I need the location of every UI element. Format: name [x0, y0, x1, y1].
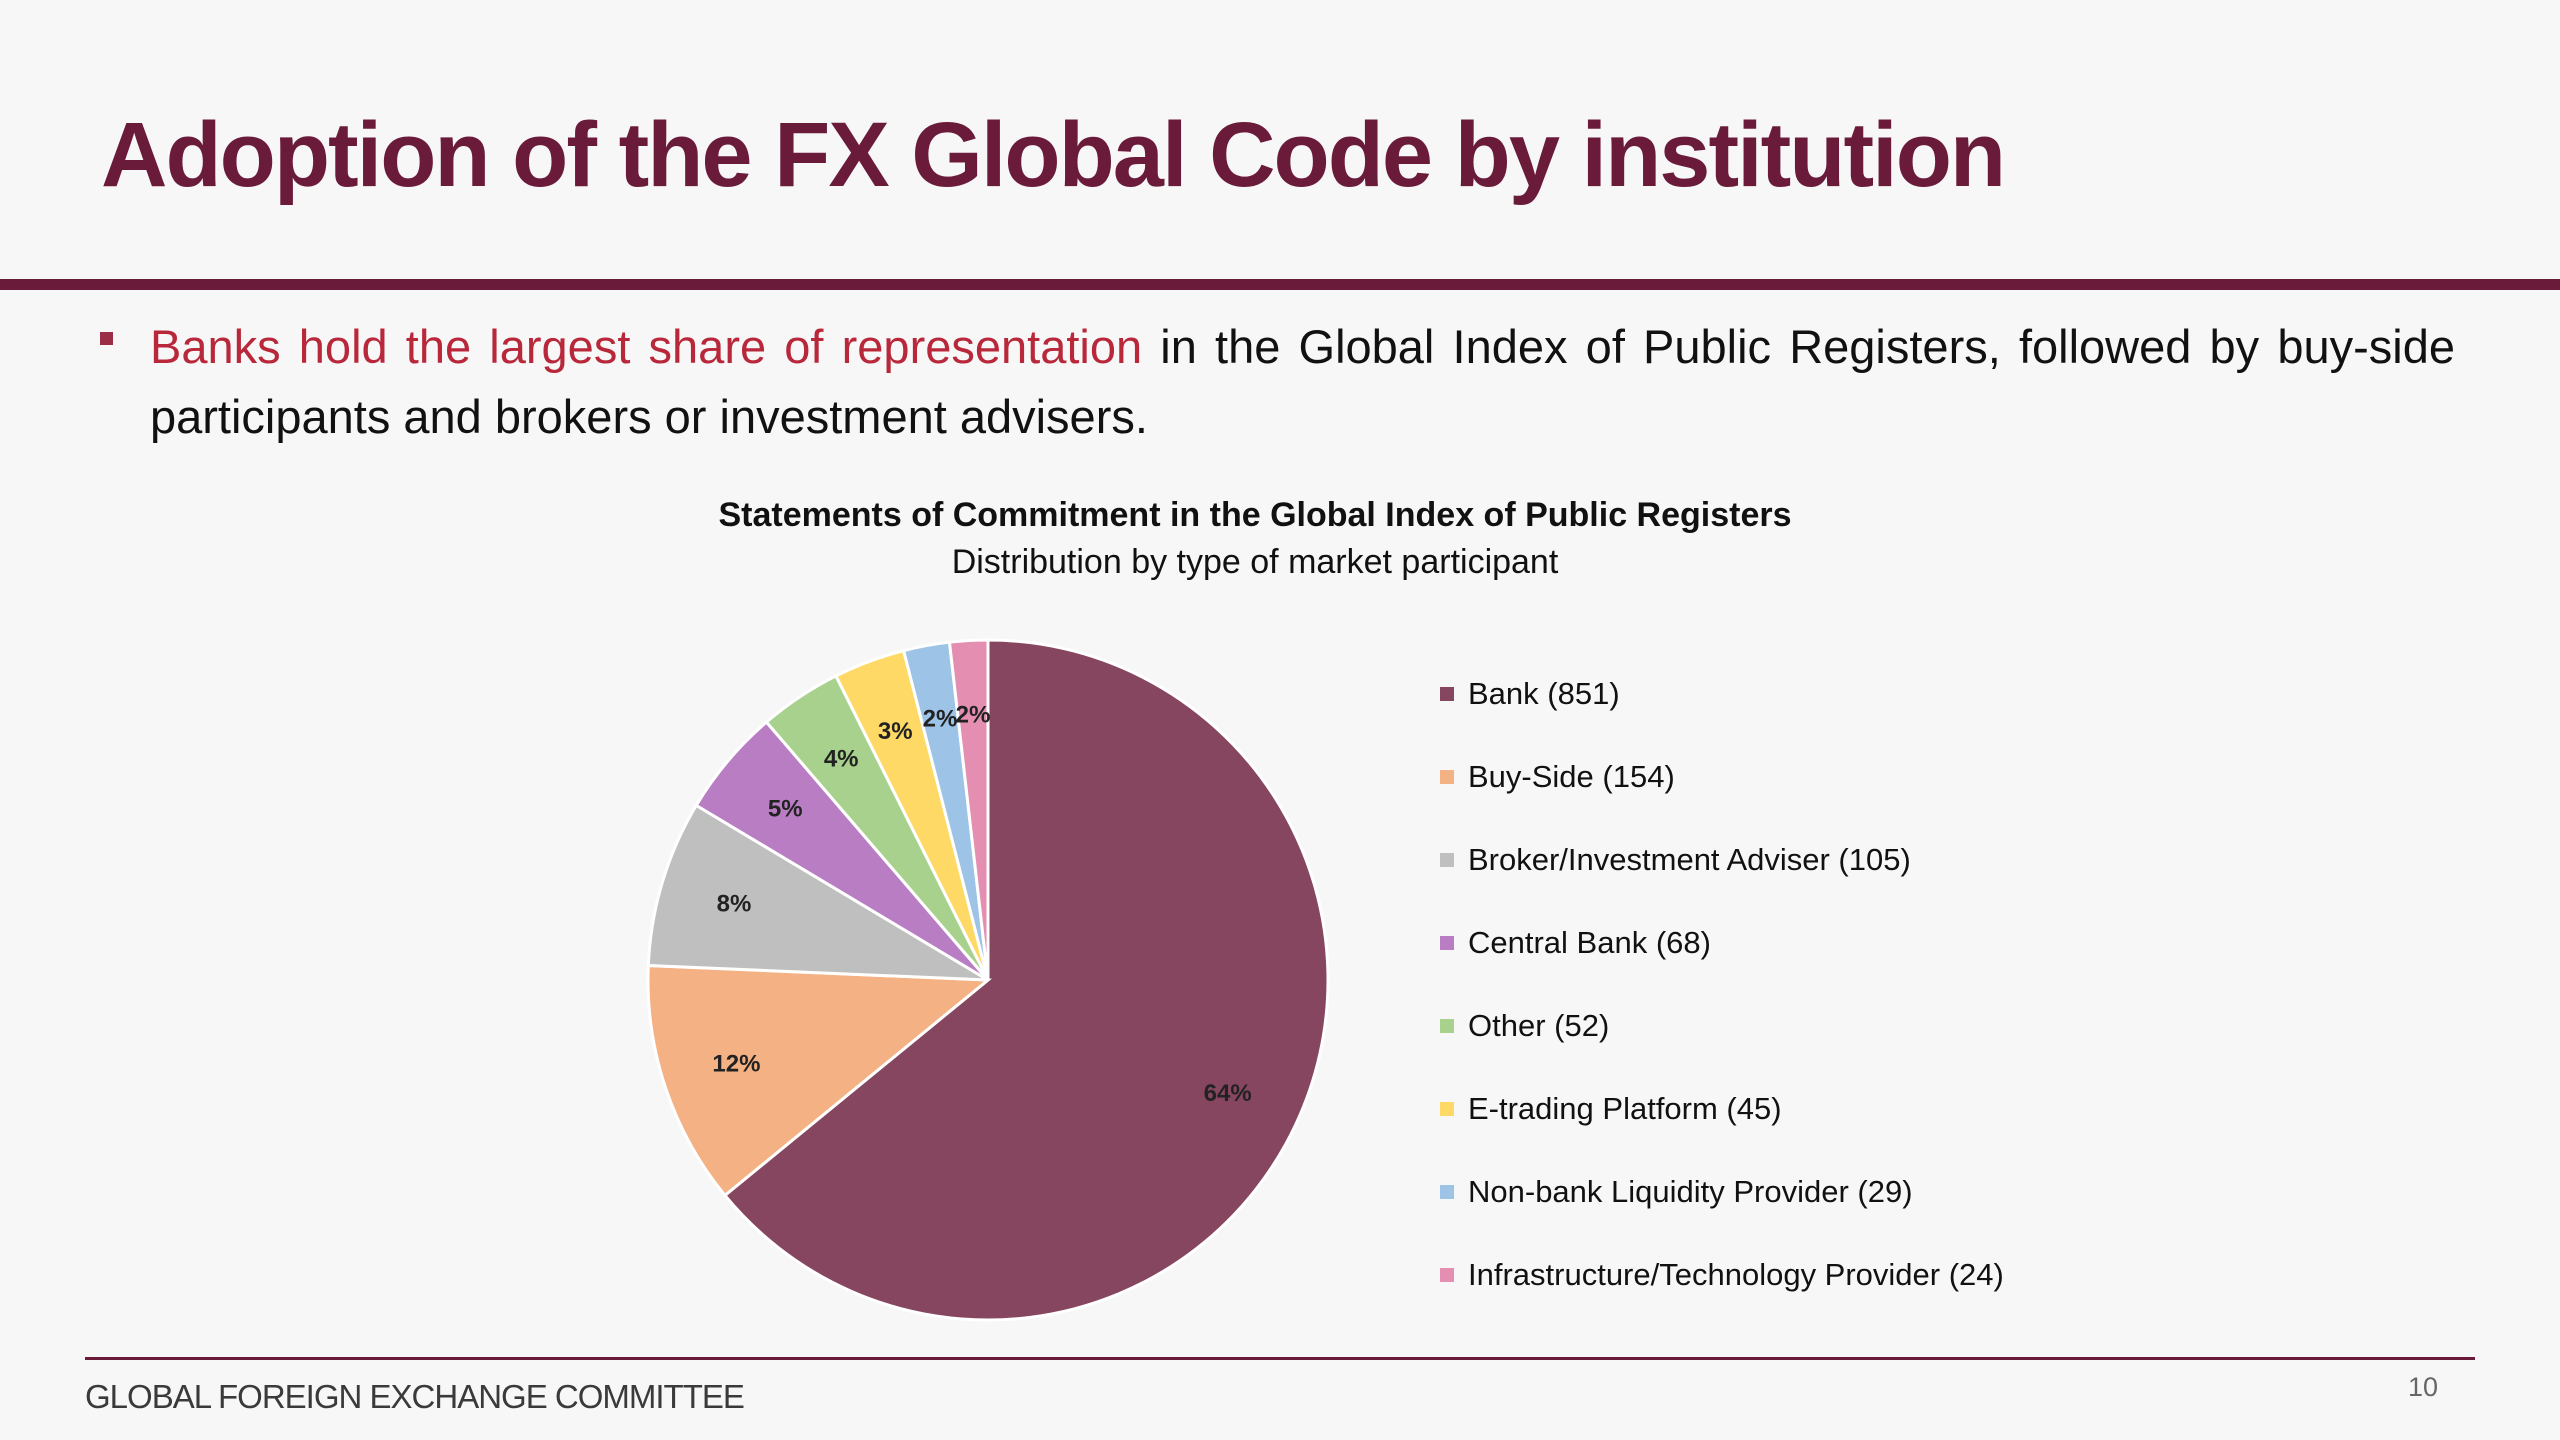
slide-title: Adoption of the FX Global Code by instit…	[101, 104, 2006, 206]
legend-item-5: E-trading Platform (45)	[1440, 1067, 2004, 1150]
pie-data-label-5: 3%	[878, 718, 913, 745]
pie-data-label-0: 64%	[1204, 1080, 1252, 1107]
bullet-highlight: Banks hold the largest share of represen…	[150, 320, 1143, 373]
legend-item-3: Central Bank (68)	[1440, 901, 2004, 984]
pie-slice-1	[646, 963, 992, 1198]
pie-data-label-1: 12%	[712, 1050, 760, 1077]
pie-data-label-4: 4%	[824, 746, 859, 773]
legend-swatch	[1440, 935, 1454, 950]
pie-slice-2	[646, 803, 989, 982]
legend-swatch	[1440, 686, 1454, 701]
legend-label: Bank (851)	[1468, 675, 1620, 711]
legend-swatch	[1440, 1101, 1454, 1116]
legend-item-2: Broker/Investment Adviser (105)	[1440, 818, 2004, 901]
bullet-rest: in the Global Index of Public Registers,…	[150, 320, 2455, 443]
legend-item-1: Buy-Side (154)	[1440, 735, 2004, 818]
legend-label: Non-bank Liquidity Provider (29)	[1468, 1173, 1913, 1209]
legend-swatch	[1440, 769, 1454, 784]
legend-swatch	[1440, 1267, 1454, 1282]
legend-swatch	[1440, 1184, 1454, 1199]
legend-item-4: Other (52)	[1440, 984, 2004, 1067]
chart-subtitle: Distribution by type of market participa…	[951, 543, 1559, 581]
pie-slice-0	[722, 638, 1330, 1322]
legend-label: Buy-Side (154)	[1468, 758, 1675, 794]
pie-data-label-2: 8%	[717, 890, 752, 917]
pie-data-label-6: 2%	[923, 706, 958, 733]
legend-swatch	[1440, 852, 1454, 867]
legend-label: Infrastructure/Technology Provider (24)	[1468, 1256, 2004, 1292]
legend-label: Central Bank (68)	[1468, 924, 1711, 960]
pie-slice-7	[947, 638, 990, 981]
bullet-point: Banks hold the largest share of represen…	[100, 312, 2455, 452]
legend-item-0: Bank (851)	[1440, 652, 2004, 735]
legend-item-6: Non-bank Liquidity Provider (29)	[1440, 1150, 2004, 1233]
footer-divider	[85, 1357, 2475, 1360]
legend-label: E-trading Platform (45)	[1468, 1090, 1782, 1126]
pie-data-label-7: 2%	[956, 702, 991, 729]
legend-swatch	[1440, 1018, 1454, 1033]
legend-label: Other (52)	[1468, 1007, 1610, 1043]
pie-data-label-3: 5%	[768, 796, 803, 823]
title-divider	[0, 279, 2560, 290]
chart-legend: Bank (851) Buy-Side (154) Broker/Investmen…	[1440, 652, 2004, 1316]
bullet-text: Banks hold the largest share of represen…	[150, 312, 2455, 452]
legend-item-7: Infrastructure/Technology Provider (24)	[1440, 1233, 2004, 1316]
bullet-square-icon	[100, 332, 113, 345]
legend-label: Broker/Investment Adviser (105)	[1468, 841, 1911, 877]
footer-organization: GLOBAL FOREIGN EXCHANGE COMMITTEE	[85, 1378, 745, 1415]
page-number: 10	[2408, 1372, 2439, 1402]
chart-title: Statements of Commitment in the Global I…	[718, 496, 1792, 534]
